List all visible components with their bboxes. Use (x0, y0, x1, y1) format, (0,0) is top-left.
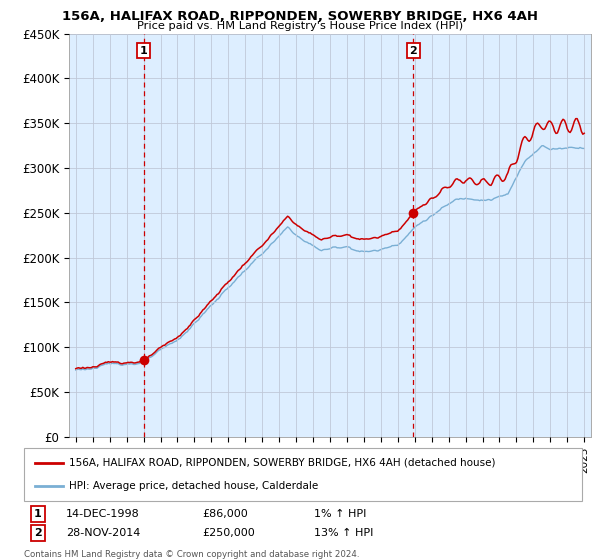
Text: 156A, HALIFAX ROAD, RIPPONDEN, SOWERBY BRIDGE, HX6 4AH (detached house): 156A, HALIFAX ROAD, RIPPONDEN, SOWERBY B… (68, 458, 495, 468)
Text: £250,000: £250,000 (203, 528, 256, 538)
Text: 1: 1 (34, 509, 42, 519)
Text: 156A, HALIFAX ROAD, RIPPONDEN, SOWERBY BRIDGE, HX6 4AH: 156A, HALIFAX ROAD, RIPPONDEN, SOWERBY B… (62, 10, 538, 23)
Text: 1% ↑ HPI: 1% ↑ HPI (314, 509, 367, 519)
Text: Contains HM Land Registry data © Crown copyright and database right 2024.
This d: Contains HM Land Registry data © Crown c… (24, 550, 359, 560)
Text: 2: 2 (34, 528, 42, 538)
Text: HPI: Average price, detached house, Calderdale: HPI: Average price, detached house, Cald… (68, 481, 318, 491)
Text: 14-DEC-1998: 14-DEC-1998 (66, 509, 140, 519)
Text: 2: 2 (410, 46, 417, 55)
Text: £86,000: £86,000 (203, 509, 248, 519)
Text: 1: 1 (140, 46, 148, 55)
Text: Price paid vs. HM Land Registry's House Price Index (HPI): Price paid vs. HM Land Registry's House … (137, 21, 463, 31)
FancyBboxPatch shape (24, 448, 582, 501)
Text: 13% ↑ HPI: 13% ↑ HPI (314, 528, 374, 538)
Text: 28-NOV-2014: 28-NOV-2014 (66, 528, 140, 538)
